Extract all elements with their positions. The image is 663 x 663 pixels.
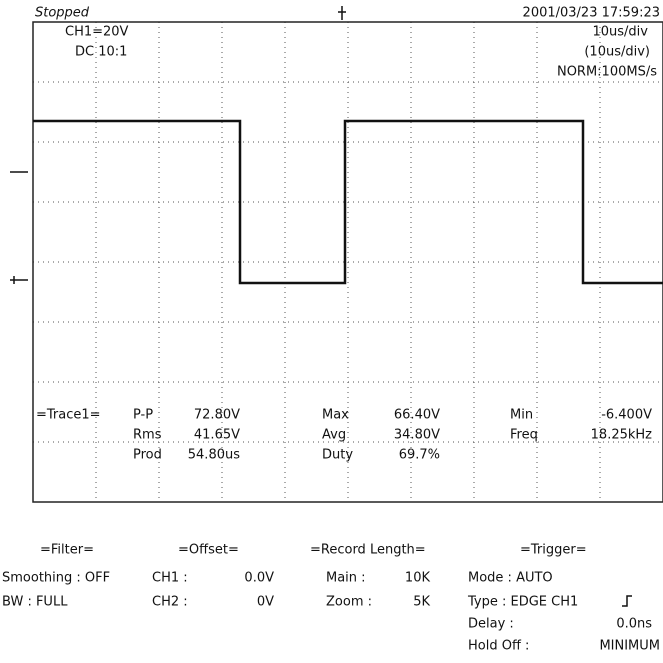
record-label: Main :: [326, 571, 366, 586]
measurement-value: 72.80V: [194, 408, 240, 423]
measurement-label: Avg: [322, 428, 346, 443]
graticule: [33, 22, 663, 502]
measurement-value: 54.80us: [188, 448, 240, 463]
measurement-value: -6.400V: [601, 408, 652, 423]
measurement-label: Duty: [322, 448, 353, 463]
trigger-mode: Mode : AUTO: [468, 571, 553, 586]
trace-title: =Trace1=: [36, 408, 101, 423]
measurement-label: Prod: [133, 448, 162, 463]
offset-value: 0.0V: [244, 571, 274, 586]
offset-value: 0V: [257, 595, 274, 610]
scope-screen: Stopped 2001/03/23 17:59:23 CH1=20V DC 1…: [0, 0, 663, 663]
measurement-label: Min: [510, 408, 533, 423]
measurement-value: 41.65V: [194, 428, 240, 443]
filter-title: =Filter=: [40, 543, 94, 558]
record-label: Zoom :: [326, 595, 372, 610]
measurement-label: Freq: [510, 428, 538, 443]
filter-bw: BW : FULL: [2, 595, 68, 610]
trigger-holdoff: MINIMUM: [599, 639, 660, 654]
trigger-type: Type : EDGE CH1: [467, 595, 578, 610]
measurement-value: 34.80V: [394, 428, 440, 443]
datetime: 2001/03/23 17:59:23: [523, 6, 660, 21]
record-title: =Record Length=: [310, 543, 426, 558]
level-markers: [10, 172, 28, 284]
measurement-label: P-P: [133, 408, 153, 423]
timebase: (10us/div): [584, 45, 650, 60]
record-value: 10K: [405, 571, 431, 586]
trigger-marker: [338, 6, 346, 20]
sampling: NORM:100MS/s: [557, 65, 657, 80]
timebase: 10us/div: [593, 25, 649, 40]
trigger-title: =Trigger=: [520, 543, 587, 558]
offset-title: =Offset=: [178, 543, 239, 558]
measurement-value: 69.7%: [399, 448, 440, 463]
offset-label: CH2 :: [152, 595, 188, 610]
record-value: 5K: [413, 595, 430, 610]
measurement-value: 18.25kHz: [591, 428, 653, 443]
channel: CH1=20V: [65, 25, 129, 40]
measurement-label: Rms: [133, 428, 162, 443]
trigger-holdoff-label: Hold Off :: [468, 639, 529, 654]
filter-smoothing: Smoothing : OFF: [2, 571, 110, 586]
measurement-label: Max: [322, 408, 349, 423]
status: Stopped: [35, 6, 90, 21]
measurement-value: 66.40V: [394, 408, 440, 423]
trigger-delay-label: Delay :: [468, 617, 514, 632]
edge-icon: [622, 596, 632, 606]
offset-label: CH1 :: [152, 571, 188, 586]
coupling: DC 10:1: [75, 45, 127, 60]
trigger-delay: 0.0ns: [616, 617, 652, 632]
